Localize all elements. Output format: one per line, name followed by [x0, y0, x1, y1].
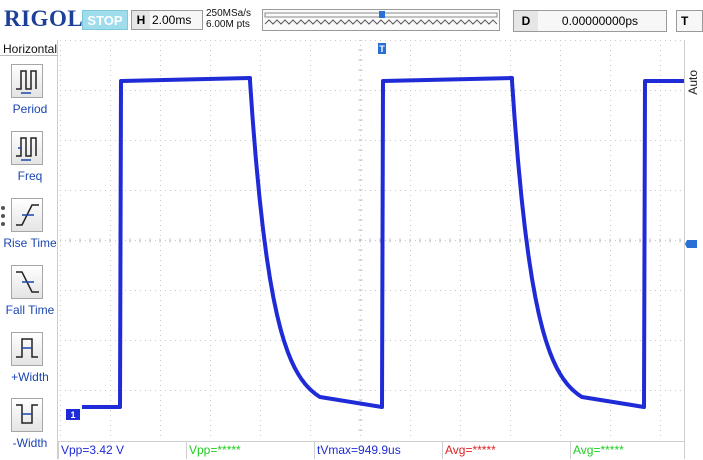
- memory-timeline-graphic: [263, 10, 499, 30]
- run-stop-status[interactable]: STOP: [82, 10, 128, 30]
- horizontal-key: H: [132, 11, 150, 29]
- menu-title: Horizontal: [0, 40, 58, 56]
- negative-width-icon: [11, 398, 43, 432]
- menu-item-positive-width[interactable]: +Width: [0, 328, 58, 394]
- measurement-avg-red: Avg=*****: [442, 441, 570, 459]
- trigger-mode-label: Auto: [686, 70, 700, 95]
- trigger-marker-label: T: [379, 44, 385, 54]
- positive-width-icon: [11, 332, 43, 366]
- trigger-level-marker: [685, 236, 703, 336]
- channel-1-marker: 1: [66, 409, 80, 420]
- channel-marker-label: 1: [70, 410, 75, 420]
- menu-item-label: Period: [0, 102, 60, 116]
- delay-indicator[interactable]: D 0.00000000ps: [513, 10, 667, 32]
- menu-item-fall-time[interactable]: Fall Time: [0, 261, 58, 327]
- right-status-bar: [684, 40, 703, 459]
- fall-time-icon: [11, 265, 43, 299]
- channel-1-trace: [82, 78, 684, 407]
- delay-value: 0.00000000ps: [562, 11, 638, 31]
- waveform-grid: T 1: [60, 40, 684, 440]
- measurement-vpp-ch1: Vpp=3.42 V: [58, 441, 186, 459]
- menu-item-rise-time[interactable]: Rise Time: [0, 194, 58, 260]
- trigger-position-marker: T: [378, 43, 386, 54]
- delay-key: D: [514, 11, 538, 31]
- menu-item-label: -Width: [0, 436, 60, 450]
- measurement-tvmax: tVmax=949.9us: [314, 441, 442, 459]
- measurement-avg-green: Avg=*****: [570, 441, 684, 459]
- menu-item-label: +Width: [0, 370, 60, 384]
- sample-rate: 250MSa/s: [206, 8, 251, 19]
- menu-item-negative-width[interactable]: -Width: [0, 394, 58, 460]
- menu-item-freq[interactable]: Freq: [0, 127, 58, 193]
- horizontal-menu: Horizontal Period Freq Rise Time Fall Ti…: [0, 40, 58, 459]
- acquisition-info: 250MSa/s 6.00M pts: [206, 8, 251, 30]
- menu-item-label: Fall Time: [0, 303, 60, 317]
- timebase-indicator[interactable]: H 2.00ms: [131, 10, 203, 30]
- brand-logo: RIGOL: [4, 6, 83, 32]
- trigger-indicator[interactable]: T: [676, 10, 703, 32]
- trigger-key: T: [681, 14, 688, 28]
- top-status-bar: RIGOL STOP H 2.00ms 250MSa/s 6.00M pts D …: [0, 0, 703, 40]
- menu-item-label: Rise Time: [0, 236, 60, 250]
- menu-item-label: Freq: [0, 169, 60, 183]
- period-icon: [11, 64, 43, 98]
- frequency-icon: [11, 131, 43, 165]
- memory-position-bar[interactable]: [262, 9, 500, 31]
- waveform-display[interactable]: T 1: [60, 40, 684, 440]
- memory-depth: 6.00M pts: [206, 19, 251, 30]
- menu-item-period[interactable]: Period: [0, 60, 58, 126]
- measurement-vpp-ch2: Vpp=*****: [186, 441, 314, 459]
- rise-time-icon: [11, 198, 43, 232]
- timebase-value: 2.00ms: [152, 13, 191, 27]
